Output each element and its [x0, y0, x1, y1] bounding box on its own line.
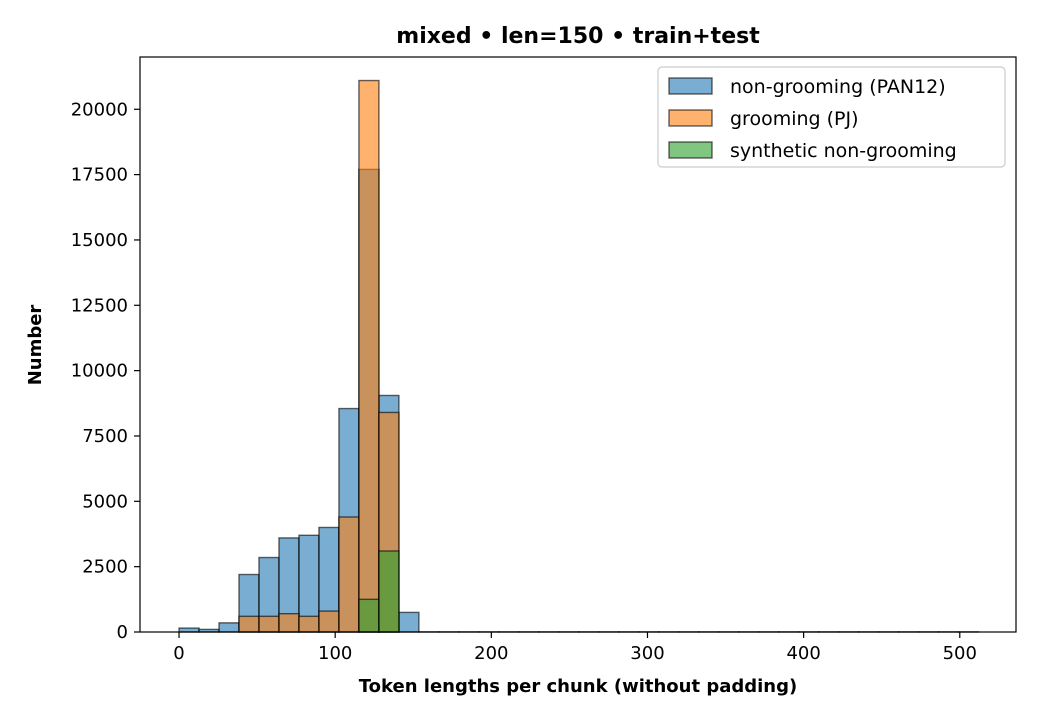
x-tick-label: 200 [474, 643, 508, 664]
y-tick-label: 7500 [82, 426, 128, 447]
legend-label: synthetic non-grooming [730, 140, 957, 162]
legend-item: synthetic non-grooming [669, 140, 957, 162]
legend-swatch [669, 110, 712, 126]
y-tick-label: 10000 [71, 361, 128, 382]
y-tick-label: 20000 [71, 99, 128, 120]
legend-item: grooming (PJ) [669, 108, 859, 130]
series-1 [179, 169, 978, 632]
bar [399, 612, 419, 632]
bar [219, 623, 239, 632]
x-axis: 0 100 200 300 400 500 [173, 632, 977, 664]
legend-swatch [669, 142, 712, 158]
bar [379, 551, 399, 632]
y-tick-label: 15000 [71, 230, 128, 251]
bar [359, 599, 379, 632]
legend-label: grooming (PJ) [730, 108, 859, 130]
y-tick-label: 17500 [71, 165, 128, 186]
x-tick-label: 400 [786, 643, 820, 664]
bar [339, 517, 359, 632]
chart-title: mixed • len=150 • train+test [396, 24, 760, 49]
y-axis: 0 2500 5000 7500 10000 12500 15000 17500 20000 [71, 99, 140, 643]
legend-label: non-grooming (PAN12) [730, 76, 946, 98]
bar [299, 616, 319, 632]
legend-swatch [669, 78, 712, 94]
y-tick-label: 12500 [71, 295, 128, 316]
bar [259, 616, 279, 632]
x-tick-label: 0 [173, 643, 184, 664]
x-tick-label: 300 [630, 643, 664, 664]
bar [239, 616, 259, 632]
bar [279, 614, 299, 632]
y-axis-label: Number [25, 305, 46, 386]
y-tick-label: 2500 [82, 557, 128, 578]
bar [359, 81, 379, 632]
x-tick-label: 500 [943, 643, 977, 664]
y-tick-label: 5000 [82, 491, 128, 512]
legend-item: non-grooming (PAN12) [669, 76, 946, 98]
x-axis-label: Token lengths per chunk (without padding… [359, 676, 798, 697]
bar [319, 611, 339, 632]
legend: non-grooming (PAN12) grooming (PJ) synthet… [658, 67, 1005, 167]
x-tick-label: 100 [318, 643, 352, 664]
y-tick-label: 0 [117, 622, 128, 643]
